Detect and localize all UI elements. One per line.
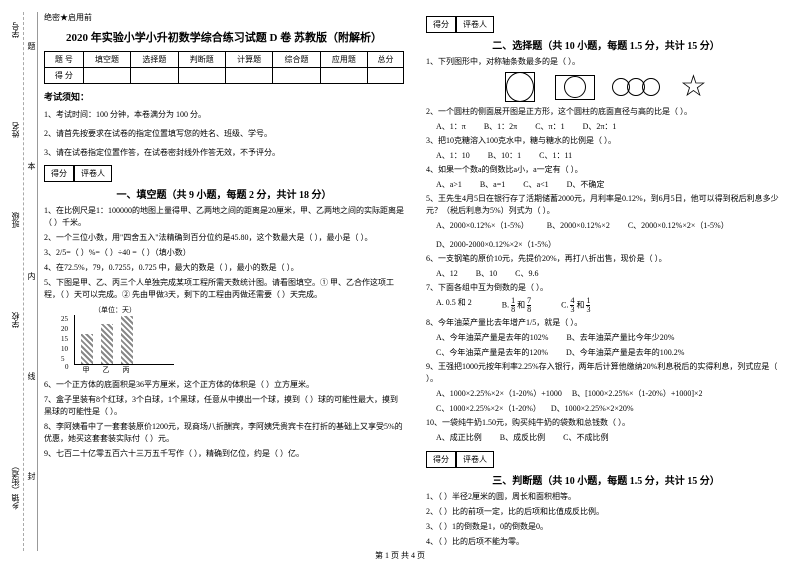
chart-ylabel: （单位：天） xyxy=(94,305,404,315)
section-1-title: 一、填空题（共 9 小题，每题 2 分，共计 18 分） xyxy=(44,186,404,201)
score-cell: 得分 xyxy=(44,165,74,182)
th: 综合题 xyxy=(273,52,320,68)
th: 填空题 xyxy=(83,52,130,68)
th: 判断题 xyxy=(178,52,225,68)
bar-label: 乙 xyxy=(100,365,112,375)
section-score-box: 得分 评卷人 xyxy=(44,165,404,182)
question: 6、一支钢笔的原价10元，先提价20%，再打八折出售，现价是（ ）。 xyxy=(426,253,786,265)
question: 7、盒子里装有8个红球，3个白球，1个黑球，任意从中摸出一个球，摸到（ ）球的可… xyxy=(44,394,404,418)
margin-inner: 线 xyxy=(26,372,37,380)
judge-cell: 评卷人 xyxy=(74,165,112,182)
three-circles-icon xyxy=(615,78,660,96)
th: 总分 xyxy=(368,52,404,68)
question: 1、下列图形中，对称轴条数最多的是（ ）。 xyxy=(426,56,786,68)
question: 3、2/5=（ ）%=（ ）÷40 =（ ）（填小数） xyxy=(44,247,404,259)
notice: 3、请在试卷指定位置作答，在试卷密封线外作答无效，不予评分。 xyxy=(44,147,404,160)
margin-label: 学校 xyxy=(10,312,21,328)
margin-inner: 封 xyxy=(26,472,37,480)
exam-title: 2020 年实验小学小升初数学综合练习试题 D 卷 苏教版（附解析） xyxy=(44,29,404,45)
score-cell: 得分 xyxy=(426,16,456,33)
question: 3、把10克糖溶入100克水中，糖与糖水的比例是（ ）。 xyxy=(426,135,786,147)
th: 应用题 xyxy=(320,52,367,68)
question: 9、七百二十亿零五百六十三万五千写作（ ），精确到亿位，约是（ ）亿。 xyxy=(44,448,404,460)
bar xyxy=(121,316,133,364)
question: 7、下面各组中互为倒数的是（ ）。 xyxy=(426,282,786,294)
question: 10、一袋纯牛奶1.50元，购买纯牛奶的袋数和总钱数（ ）。 xyxy=(426,417,786,429)
shape-options: ☆ xyxy=(426,72,786,102)
judge-cell: 评卷人 xyxy=(456,451,494,468)
section-score-box: 得分 评卷人 xyxy=(426,451,786,468)
score-cell: 得分 xyxy=(426,451,456,468)
margin-label: 乡镇（街道） xyxy=(10,462,21,510)
secret-label: 绝密★启用前 xyxy=(44,12,404,23)
margin-label: 姓名 xyxy=(10,122,21,138)
rect-circle-icon xyxy=(555,75,595,100)
question: 4、在72.5%，79，0.7255，0.725 中，最大的数是（ ），最小的数… xyxy=(44,262,404,274)
star-icon: ☆ xyxy=(680,72,707,102)
section-3-title: 三、判断题（共 10 小题，每题 1.5 分，共计 15 分） xyxy=(426,472,786,487)
question: 8、今年油菜产量比去年增产1/5，就是（ ）。 xyxy=(426,317,786,329)
margin-inner: 内 xyxy=(26,272,37,280)
td: 得 分 xyxy=(45,68,84,84)
question: 9、王强把1000元按年利率2.25%存入银行，两年后计算他缴纳20%利息税后的… xyxy=(426,361,786,385)
section-2-title: 二、选择题（共 10 小题，每题 1.5 分，共计 15 分） xyxy=(426,37,786,52)
opt-c: C. 43 和 13 xyxy=(561,297,590,314)
section-score-box: 得分 评卷人 xyxy=(426,16,786,33)
margin-label: 学号 xyxy=(10,22,21,38)
question: 2、一个圆柱的侧面展开图是正方形，这个圆柱的底面直径与高的比是（ ）。 xyxy=(426,106,786,118)
margin-inner: 本 xyxy=(26,162,37,170)
notice: 2、请首先按要求在试卷的指定位置填写您的姓名、班级、学号。 xyxy=(44,128,404,141)
question: 5、下图是甲、乙、丙三个人单独完成某项工程所需天数统计图。请看图填空。① 甲、乙… xyxy=(44,277,404,301)
bar-label: 甲 xyxy=(80,365,92,375)
notice: 1、考试时间：100 分钟，本卷满分为 100 分。 xyxy=(44,109,404,122)
question: 2、一个三位小数，用"四舍五入"法精确到百分位约是45.80，这个数最大是（ ）… xyxy=(44,232,404,244)
question: 3、（ ）1的倒数是1，0的倒数是0。 xyxy=(426,521,786,533)
question: 2、（ ）比的前项一定，比的后项和比值成反比例。 xyxy=(426,506,786,518)
bar-label: 丙 xyxy=(120,365,132,375)
margin-inner: 题 xyxy=(26,42,37,50)
question: 6、一个正方体的底面积是36平方厘米，这个正方体的体积是（ ）立方厘米。 xyxy=(44,379,404,391)
page-footer: 第 1 页 共 4 页 xyxy=(0,550,800,561)
opt-a: A. 0.5 和 2 xyxy=(436,297,472,314)
right-column: 得分 评卷人 二、选择题（共 10 小题，每题 1.5 分，共计 15 分） 1… xyxy=(420,12,792,551)
bar xyxy=(81,334,93,364)
bar xyxy=(101,324,113,364)
notice-head: 考试须知： xyxy=(44,90,404,103)
question: 5、王先生4月5日在银行存了活期储蓄2000元，月利率是0.12%，到6月5日，… xyxy=(426,193,786,217)
bar-chart: （单位：天） 25 20 15 10 5 0 甲 乙 丙 xyxy=(74,305,404,375)
judge-cell: 评卷人 xyxy=(456,16,494,33)
th: 题 号 xyxy=(45,52,84,68)
question: 8、李阿姨看中了一套套装原价1200元，现商场八折酬宾，李阿姨凭贵宾卡在打折的基… xyxy=(44,421,404,445)
score-table: 题 号 填空题 选择题 判断题 计算题 综合题 应用题 总分 得 分 xyxy=(44,51,404,84)
square-circle-icon xyxy=(505,72,535,102)
left-column: 绝密★启用前 2020 年实验小学小升初数学综合练习试题 D 卷 苏教版（附解析… xyxy=(38,12,410,551)
question: 4、如果一个数a的倒数比a小，a一定有（ ）。 xyxy=(426,164,786,176)
th: 计算题 xyxy=(225,52,272,68)
question: 1、在比例尺是1：100000的地图上量得甲、乙两地之间的距离是20厘米，甲、乙… xyxy=(44,205,404,229)
margin-label: 班级 xyxy=(10,212,21,228)
question: 1、（ ）半径2厘米的圆，周长和面积相等。 xyxy=(426,491,786,503)
opt-b: B. 18 和 78 xyxy=(502,297,531,314)
binding-margin: 学号 姓名 班级 学校 乡镇（街道） 题 本 内 线 封 xyxy=(8,12,38,551)
th: 选择题 xyxy=(131,52,178,68)
question: 4、（ ）比的后项不能为零。 xyxy=(426,536,786,548)
